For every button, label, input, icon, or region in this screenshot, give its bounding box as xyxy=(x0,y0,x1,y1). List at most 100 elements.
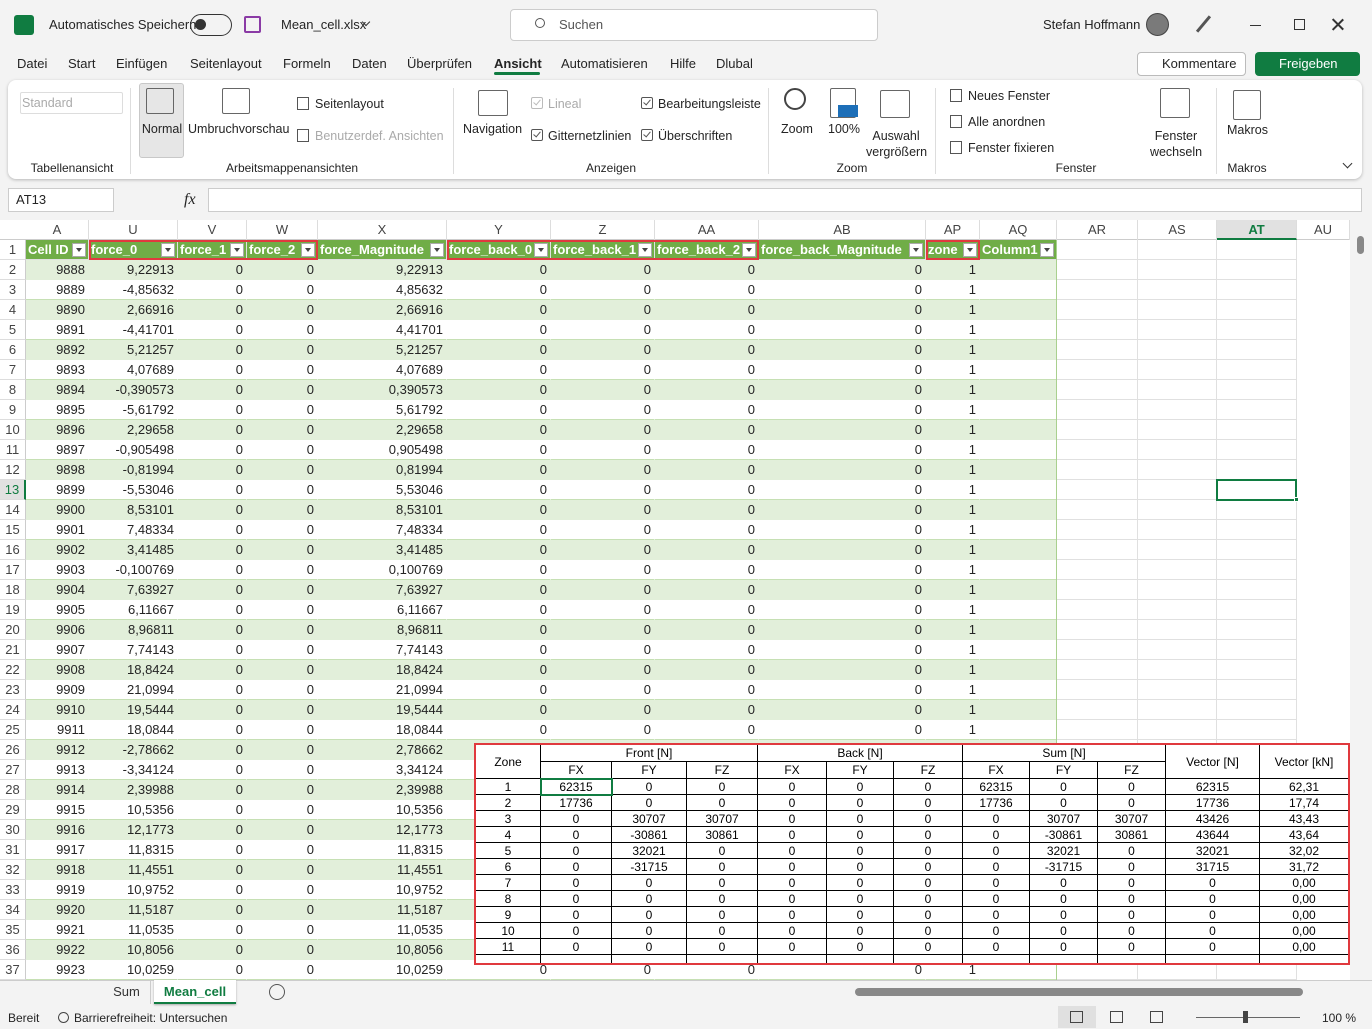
row-header[interactable]: 20 xyxy=(0,620,26,640)
cell[interactable] xyxy=(980,520,1057,540)
cell[interactable]: 0 xyxy=(247,660,318,680)
row-header[interactable]: 11 xyxy=(0,440,26,460)
cell[interactable]: 0 xyxy=(551,380,655,400)
cell[interactable]: 9909 xyxy=(26,680,89,700)
cell[interactable]: 10,0259 xyxy=(318,960,447,980)
share-button[interactable]: Freigeben xyxy=(1255,52,1360,76)
cell[interactable]: -2,78662 xyxy=(89,740,178,760)
cell[interactable]: 0 xyxy=(759,280,926,300)
cell[interactable]: 0 xyxy=(247,640,318,660)
cell[interactable]: 0 xyxy=(178,940,247,960)
cell[interactable]: 9900 xyxy=(26,500,89,520)
cell[interactable]: 0 xyxy=(447,580,551,600)
cell[interactable] xyxy=(980,420,1057,440)
cell[interactable]: 18,0844 xyxy=(89,720,178,740)
name-box[interactable]: AT13 xyxy=(8,188,114,212)
cell[interactable] xyxy=(1057,480,1138,500)
cell[interactable]: 0 xyxy=(178,820,247,840)
table-header[interactable]: force_0 xyxy=(89,240,178,260)
cell[interactable]: 0 xyxy=(759,640,926,660)
cell[interactable] xyxy=(1217,320,1297,340)
cell[interactable]: 0 xyxy=(759,500,926,520)
cell[interactable]: 9891 xyxy=(26,320,89,340)
cell[interactable]: 6,11667 xyxy=(89,600,178,620)
cell[interactable]: 0 xyxy=(447,460,551,480)
filter-button[interactable] xyxy=(742,243,756,257)
cell[interactable] xyxy=(980,540,1057,560)
row-header[interactable]: 9 xyxy=(0,400,26,420)
cell[interactable]: 9912 xyxy=(26,740,89,760)
filter-button[interactable] xyxy=(534,243,548,257)
cell[interactable]: 0 xyxy=(178,420,247,440)
cell[interactable]: 19,5444 xyxy=(89,700,178,720)
cell[interactable] xyxy=(1057,540,1138,560)
cell[interactable]: -4,85632 xyxy=(89,280,178,300)
cell[interactable]: 0 xyxy=(655,660,759,680)
filter-button[interactable] xyxy=(161,243,175,257)
cell[interactable] xyxy=(1057,440,1138,460)
menu-tab[interactable]: Datei xyxy=(17,56,48,71)
cell[interactable]: 0 xyxy=(655,320,759,340)
row-header[interactable]: 36 xyxy=(0,940,26,960)
cell[interactable]: 0 xyxy=(551,400,655,420)
cell[interactable] xyxy=(1217,640,1297,660)
cell[interactable] xyxy=(1138,340,1217,360)
cell[interactable]: 0 xyxy=(247,620,318,640)
cell[interactable]: 9920 xyxy=(26,900,89,920)
cell[interactable]: 0 xyxy=(759,660,926,680)
cell[interactable]: 0 xyxy=(655,260,759,280)
view-icon[interactable] xyxy=(1110,1011,1123,1023)
cell[interactable]: 1 xyxy=(926,700,980,720)
cell[interactable]: 2,29658 xyxy=(318,420,447,440)
cell[interactable]: 0 xyxy=(247,940,318,960)
cell[interactable]: 0 xyxy=(178,660,247,680)
checkbox[interactable] xyxy=(531,129,543,141)
cell[interactable]: 1 xyxy=(926,480,980,500)
cell[interactable] xyxy=(1057,700,1138,720)
cell[interactable]: 1 xyxy=(926,500,980,520)
cell[interactable]: 0 xyxy=(551,280,655,300)
cell[interactable]: 0 xyxy=(247,560,318,580)
cell[interactable]: 10,9752 xyxy=(89,880,178,900)
cell[interactable]: 11,5187 xyxy=(89,900,178,920)
cell[interactable]: 0 xyxy=(247,500,318,520)
cell[interactable]: 0 xyxy=(247,320,318,340)
cell[interactable]: 0 xyxy=(551,460,655,480)
cell[interactable]: 0 xyxy=(178,560,247,580)
cell[interactable]: 3,41485 xyxy=(89,540,178,560)
cell[interactable] xyxy=(1138,640,1217,660)
cell[interactable]: 0 xyxy=(759,560,926,580)
column-header[interactable]: Y xyxy=(447,220,551,240)
cell[interactable]: 9911 xyxy=(26,720,89,740)
cell[interactable]: 0 xyxy=(178,760,247,780)
cell[interactable]: 0 xyxy=(247,920,318,940)
cell[interactable]: 18,8424 xyxy=(318,660,447,680)
cell[interactable]: 0 xyxy=(247,800,318,820)
cell[interactable]: -0,905498 xyxy=(89,440,178,460)
cell[interactable] xyxy=(1057,640,1138,660)
cell[interactable]: 9916 xyxy=(26,820,89,840)
cell[interactable]: 0 xyxy=(247,780,318,800)
column-header[interactable]: AS xyxy=(1138,220,1217,240)
cell[interactable]: 0 xyxy=(759,360,926,380)
cell[interactable] xyxy=(1057,300,1138,320)
cell[interactable]: 9921 xyxy=(26,920,89,940)
cell[interactable]: 1 xyxy=(926,620,980,640)
view-normal[interactable] xyxy=(1058,1006,1096,1028)
cell[interactable]: 0 xyxy=(759,340,926,360)
cell[interactable]: 0 xyxy=(551,320,655,340)
cell[interactable]: 1 xyxy=(926,360,980,380)
row-header[interactable]: 18 xyxy=(0,580,26,600)
ribbon-button[interactable]: Überschriften xyxy=(658,129,733,143)
column-header[interactable]: AT xyxy=(1217,220,1297,240)
cell[interactable]: 0 xyxy=(247,680,318,700)
cell[interactable]: 0 xyxy=(447,600,551,620)
table-header[interactable]: force_back_2 xyxy=(655,240,759,260)
cell[interactable]: 0 xyxy=(551,440,655,460)
cell[interactable]: 0 xyxy=(178,960,247,980)
ribbon-button[interactable]: Auswahl vergrößern xyxy=(866,129,928,159)
cell[interactable]: 0 xyxy=(178,280,247,300)
ribbon-button[interactable]: Zoom xyxy=(781,122,813,136)
cell[interactable]: 0 xyxy=(655,380,759,400)
row-header[interactable]: 33 xyxy=(0,880,26,900)
